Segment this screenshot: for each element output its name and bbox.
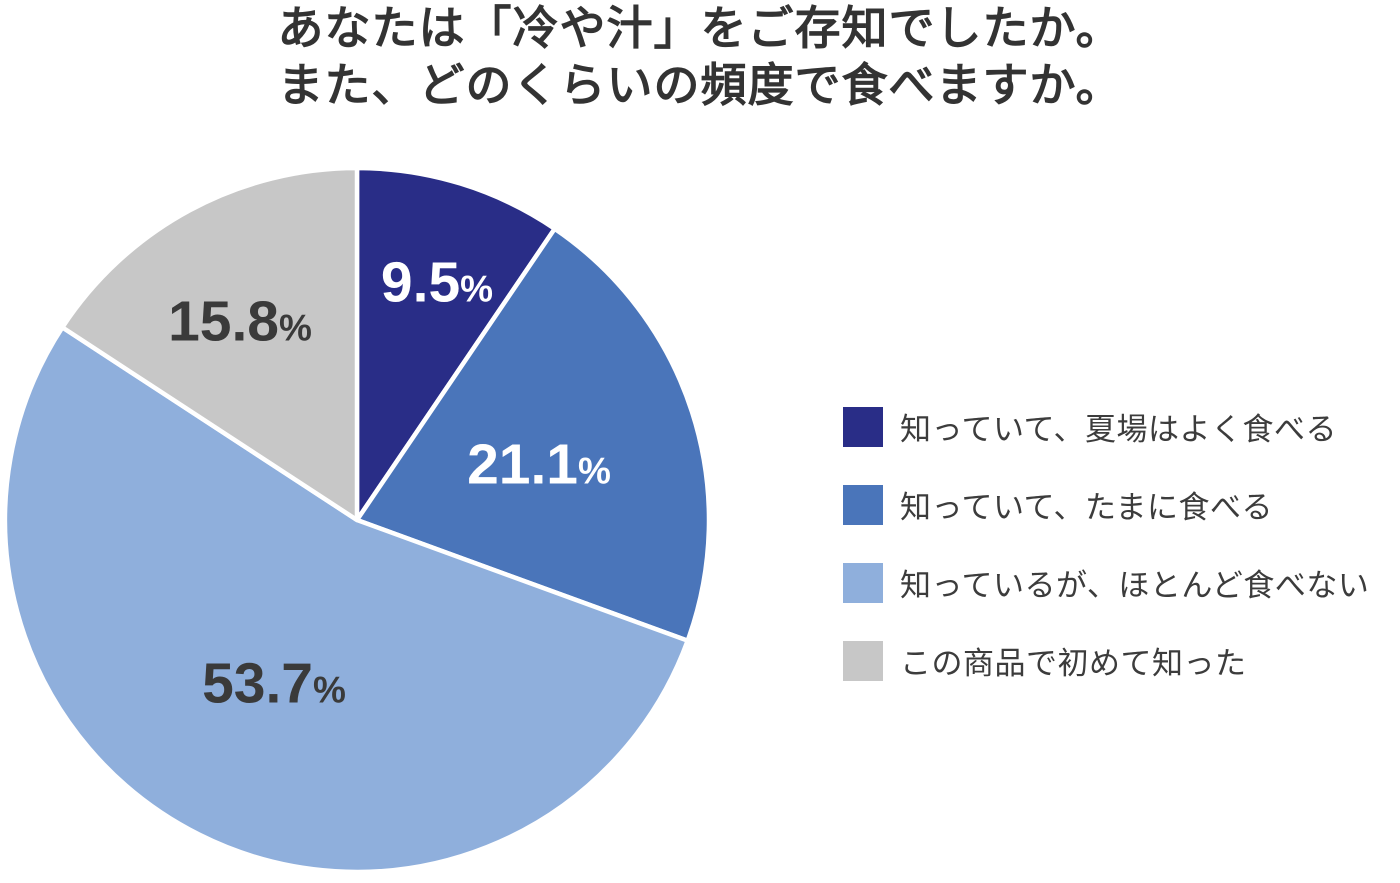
slice-label-summer-often: 9.5% <box>381 254 494 312</box>
legend-swatch-dark-blue <box>843 406 883 447</box>
legend-label: 知っているが、ほとんど食べない <box>900 568 1370 603</box>
percent-sign: % <box>578 450 611 492</box>
chart-title-line-1: あなたは「冷や汁」をご存知でしたか。 <box>277 2 1123 54</box>
legend-item-summer-often: 知っていて、夏場はよく食べる <box>843 404 1369 449</box>
legend: 知っていて、夏場はよく食べる 知っていて、たまに食べる 知っているが、ほとんど食… <box>843 404 1369 683</box>
slice-value: 53.7 <box>202 651 314 716</box>
percent-sign: % <box>279 307 312 349</box>
percent-sign: % <box>460 268 494 310</box>
legend-swatch-light-blue <box>843 562 883 603</box>
legend-item-sometimes: 知っていて、たまに食べる <box>843 482 1369 527</box>
legend-item-first-time: この商品で初めて知った <box>843 638 1369 683</box>
slice-label-first-time: 15.8% <box>168 293 312 351</box>
legend-label: この商品で初めて知った <box>900 646 1247 681</box>
chart-title-line-2: また、どのくらいの頻度で食べますか。 <box>277 59 1123 111</box>
percent-sign: % <box>313 669 346 711</box>
pie-slice-3 <box>60 165 360 523</box>
legend-label: 知っていて、夏場はよく食べる <box>900 412 1337 447</box>
pie-slice-2 <box>2 325 690 875</box>
pie-slice-1 <box>354 226 712 643</box>
legend-item-rarely: 知っているが、ほとんど食べない <box>843 560 1369 605</box>
slice-label-sometimes: 21.1% <box>467 436 611 494</box>
legend-swatch-medium-blue <box>843 484 883 525</box>
slice-value: 15.8 <box>168 289 280 354</box>
chart-title: あなたは「冷や汁」をご存知でしたか。 また、どのくらいの頻度で食べますか。 <box>0 0 1400 114</box>
legend-label: 知っていて、たまに食べる <box>900 490 1274 525</box>
slice-value: 9.5 <box>380 250 461 315</box>
legend-swatch-gray <box>843 640 883 681</box>
slice-label-rarely: 53.7% <box>202 655 346 713</box>
slice-value: 21.1 <box>467 432 579 497</box>
pie-slice-0 <box>354 165 557 523</box>
